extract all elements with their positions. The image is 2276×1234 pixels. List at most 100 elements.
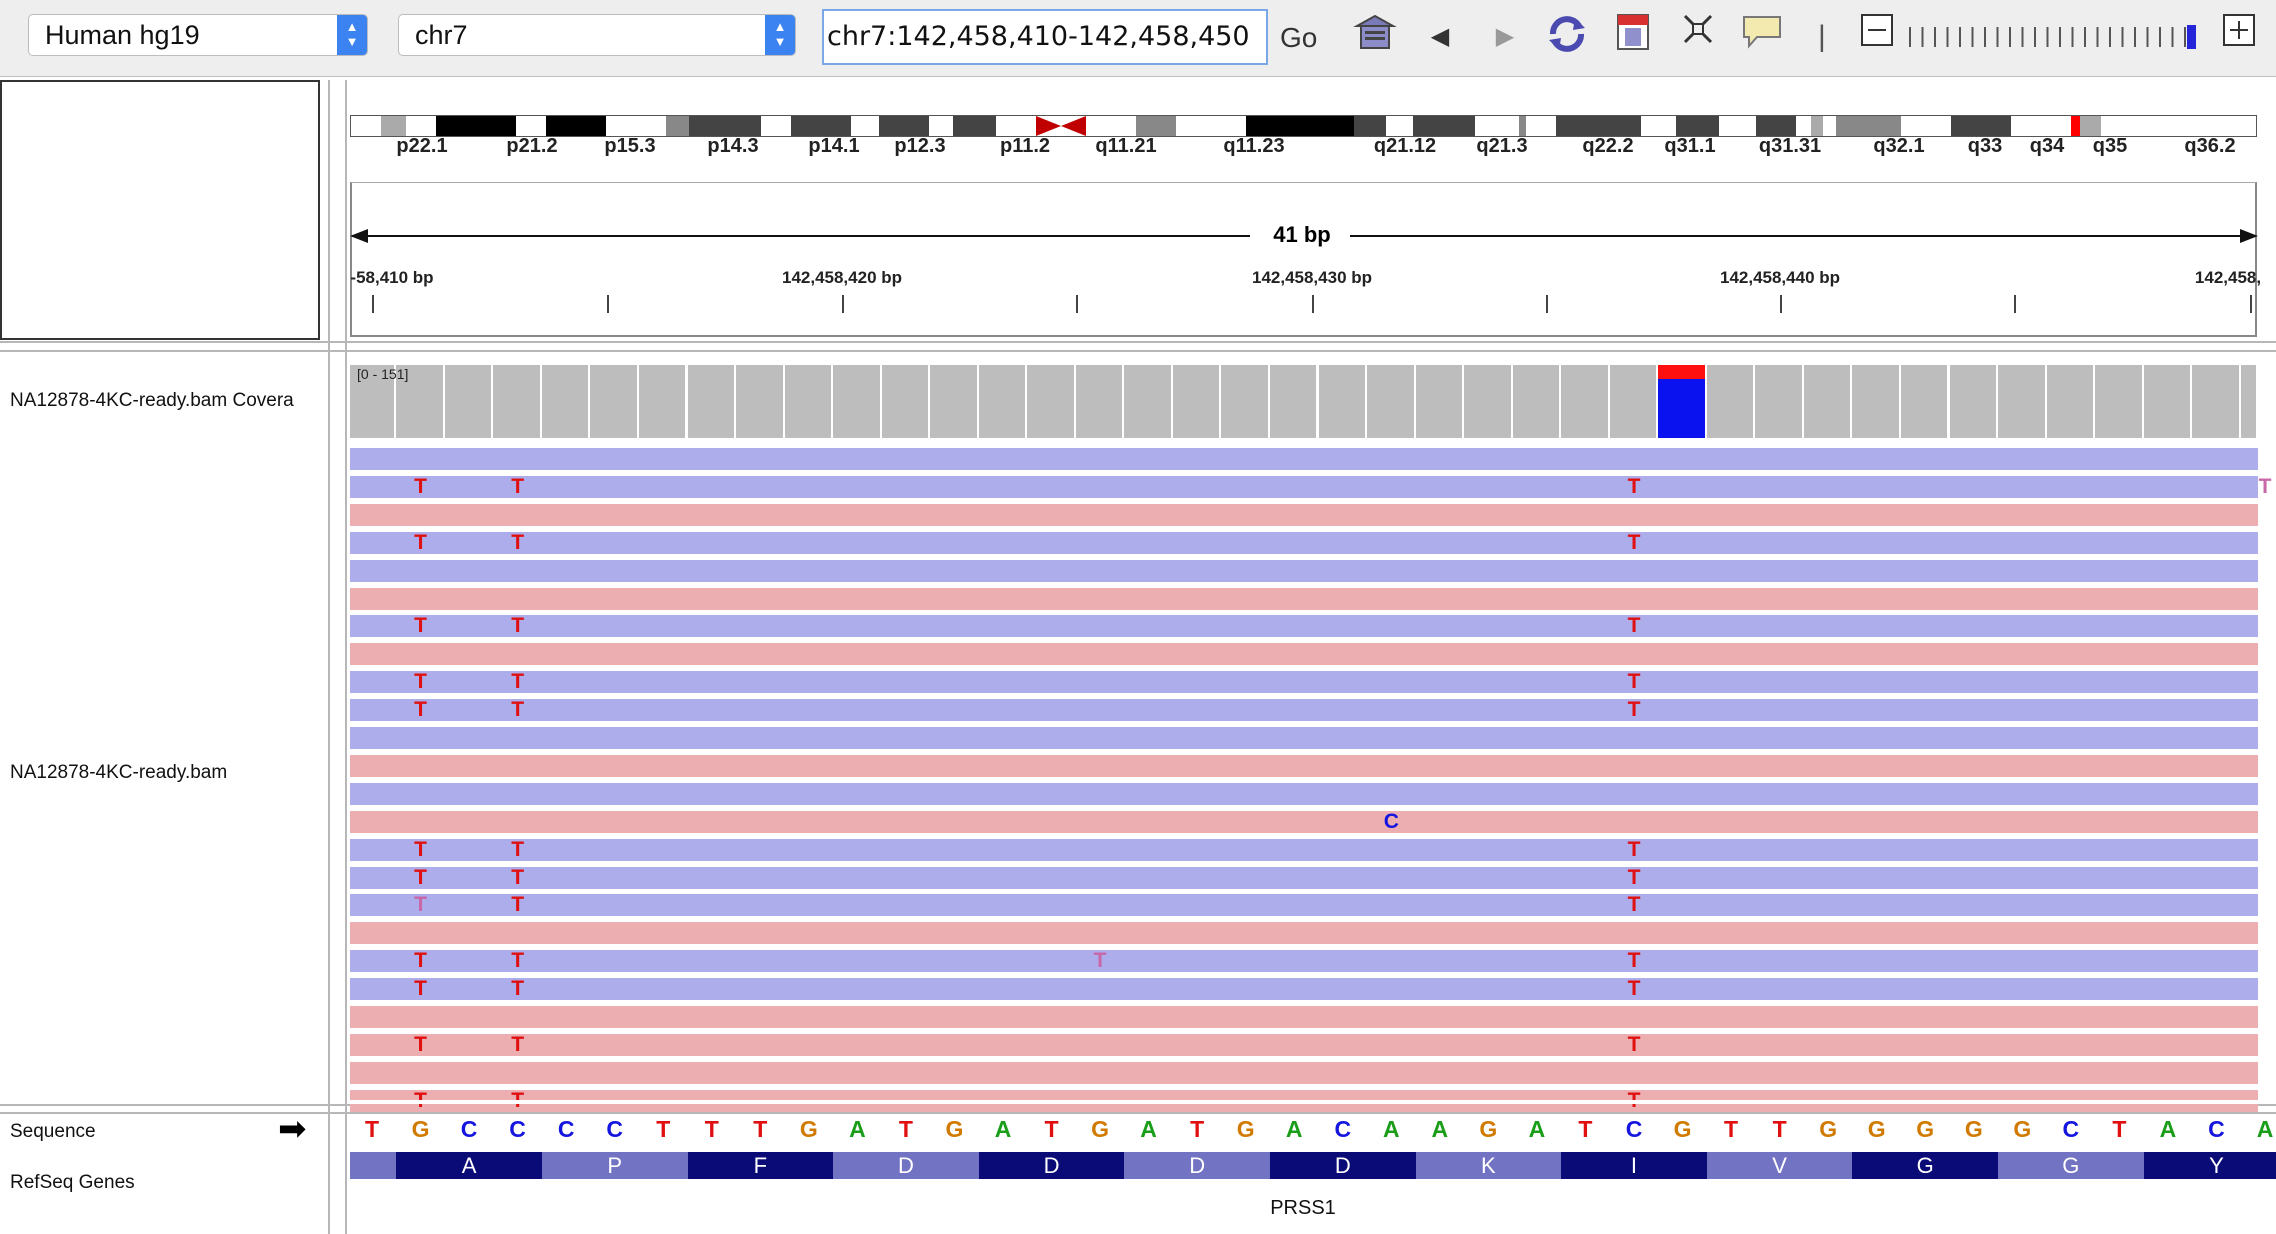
coverage-bar[interactable] [1755, 365, 1804, 438]
coverage-bar[interactable] [2240, 365, 2258, 438]
amino-acid[interactable]: D [1124, 1152, 1270, 1179]
coverage-bar[interactable] [833, 365, 882, 438]
amino-acid[interactable]: D [978, 1152, 1125, 1179]
genome-dropdown[interactable]: Human hg19 ▲ ▼ [28, 14, 368, 56]
read[interactable] [350, 1006, 2258, 1028]
forward-icon[interactable]: ▶ [1495, 23, 1515, 50]
coverage-bar[interactable] [1803, 365, 1853, 438]
alignment-track-name[interactable]: NA12878-4KC-ready.bam [10, 762, 228, 783]
back-icon[interactable]: ◀ [1430, 23, 1450, 50]
read[interactable] [350, 503, 2258, 526]
amino-acid[interactable]: G [1998, 1152, 2144, 1179]
amino-acid[interactable]: F [687, 1152, 834, 1179]
read[interactable] [350, 922, 2258, 945]
read[interactable] [350, 448, 2258, 470]
mismatch-base[interactable]: T [511, 670, 525, 694]
popup-icon[interactable] [1738, 12, 1786, 62]
amino-acid[interactable]: A [396, 1152, 542, 1179]
mismatch-base[interactable]: T [414, 949, 427, 973]
coverage-bar[interactable] [1075, 365, 1125, 438]
genes-track-name[interactable]: RefSeq Genes [10, 1172, 135, 1193]
coverage-bar[interactable] [736, 365, 785, 438]
mismatch-base[interactable]: T [1627, 977, 1641, 1001]
fit-icon[interactable] [1676, 12, 1720, 62]
coverage-bar[interactable] [1027, 365, 1076, 438]
read[interactable] [350, 587, 2258, 610]
mismatch-base[interactable]: T [1627, 893, 1641, 917]
mismatch-base[interactable]: T [1627, 1032, 1641, 1056]
mismatch-base[interactable]: T [511, 698, 525, 722]
coverage-bar[interactable] [1658, 365, 1707, 438]
mismatch-base[interactable]: T [511, 614, 525, 638]
coverage-bar[interactable] [1367, 365, 1416, 438]
mismatch-base[interactable]: T [511, 1032, 525, 1056]
read[interactable] [350, 754, 2258, 777]
mismatch-base[interactable]: T [414, 977, 427, 1001]
amino-acid[interactable]: D [833, 1152, 979, 1179]
mismatch-base[interactable]: T [414, 837, 427, 861]
coverage-bar[interactable] [1124, 365, 1173, 438]
coverage-bar[interactable] [1900, 365, 1950, 438]
coverage-bar[interactable] [2192, 365, 2241, 438]
chromosome-ideogram[interactable] [350, 115, 2257, 137]
mismatch-base[interactable]: T [511, 474, 525, 498]
coverage-bar[interactable] [1464, 365, 1513, 438]
coverage-bar[interactable] [978, 365, 1028, 438]
read[interactable] [350, 643, 2258, 666]
coverage-bar[interactable] [638, 365, 688, 438]
coverage-bar[interactable] [1269, 365, 1319, 438]
amino-acid[interactable]: Y [2143, 1152, 2276, 1179]
zoom-out-icon[interactable] [1860, 12, 1894, 62]
amino-acid[interactable]: V [1706, 1152, 1853, 1179]
read[interactable]: C [350, 809, 2258, 833]
mismatch-base[interactable]: T [414, 1032, 427, 1056]
mismatch-base[interactable]: T [414, 614, 427, 638]
coverage-bar[interactable] [493, 365, 542, 438]
mismatch-base[interactable]: T [414, 865, 427, 889]
mismatch-base[interactable]: T [414, 698, 427, 722]
coverage-bar[interactable] [350, 365, 397, 438]
coverage-bar[interactable] [881, 365, 931, 438]
mismatch-base[interactable]: T [1627, 614, 1641, 638]
coverage-bar[interactable] [444, 365, 494, 438]
mismatch-base[interactable]: T [1627, 530, 1641, 554]
coverage-bar[interactable] [1609, 365, 1659, 438]
coverage-track-name[interactable]: NA12878-4KC-ready.bam Covera [10, 390, 294, 411]
mismatch-base[interactable]: T [2258, 474, 2272, 498]
locus-input[interactable]: chr7:142,458,410-142,458,450 [822, 9, 1268, 65]
mismatch-base[interactable]: T [1627, 698, 1641, 722]
read[interactable] [350, 782, 2258, 805]
coverage-bar[interactable] [1561, 365, 1610, 438]
mismatch-base[interactable]: T [1627, 865, 1641, 889]
amino-acid[interactable]: G [1852, 1152, 1999, 1179]
amino-acid[interactable]: K [1415, 1152, 1562, 1179]
coverage-bar[interactable] [1318, 365, 1368, 438]
read[interactable] [350, 727, 2258, 749]
roi-icon[interactable] [1610, 12, 1656, 62]
mismatch-base[interactable]: C [1383, 809, 1399, 833]
coverage-bar[interactable] [1852, 365, 1901, 438]
strand-arrow-icon[interactable]: ➡ [278, 1110, 307, 1148]
coverage-bar[interactable] [1998, 365, 2047, 438]
mismatch-base[interactable]: T [1627, 474, 1641, 498]
mismatch-base[interactable]: T [511, 865, 525, 889]
coverage-bar[interactable] [1172, 365, 1222, 438]
mismatch-base[interactable]: T [511, 949, 525, 973]
mismatch-base[interactable]: T [1627, 949, 1641, 973]
coverage-bar[interactable] [2143, 365, 2193, 438]
mismatch-base[interactable]: T [414, 670, 427, 694]
zoom-slider[interactable] [1905, 25, 2205, 49]
mismatch-base[interactable]: T [511, 893, 525, 917]
coverage-bar[interactable] [1221, 365, 1270, 438]
coverage-bar[interactable] [541, 365, 591, 438]
coverage-bar[interactable] [1415, 365, 1465, 438]
amino-acid[interactable]: D [1269, 1152, 1416, 1179]
zoom-in-icon[interactable] [2222, 12, 2256, 62]
